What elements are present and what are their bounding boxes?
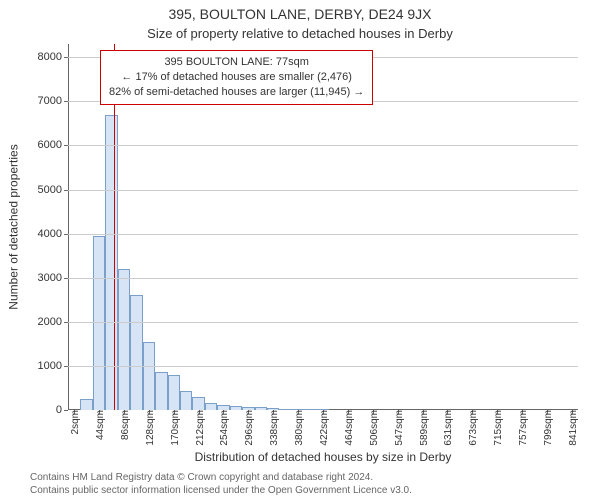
x-tick-label: 631sqm: [443, 410, 454, 446]
y-tick-mark: [64, 366, 68, 367]
histogram-bar: [143, 342, 155, 410]
x-tick-label: 296sqm: [244, 410, 255, 446]
y-tick-label: 5000: [38, 184, 62, 196]
histogram-bar: [180, 391, 192, 410]
property-size-chart: 395, BOULTON LANE, DERBY, DE24 9JX Size …: [0, 0, 600, 500]
gridline: [68, 366, 578, 367]
histogram-bar: [118, 269, 130, 410]
x-tick-label: 464sqm: [344, 410, 355, 446]
x-tick-label: 589sqm: [419, 410, 430, 446]
x-tick-label: 673sqm: [468, 410, 479, 446]
x-tick-label: 2sqm: [70, 410, 81, 434]
gridline: [68, 190, 578, 191]
x-tick-label: 841sqm: [568, 410, 579, 446]
histogram-bar: [304, 409, 316, 410]
gridline: [68, 145, 578, 146]
x-tick-label: 212sqm: [195, 410, 206, 446]
y-tick-label: 8000: [38, 51, 62, 63]
y-axis-label: Number of detached properties: [6, 44, 22, 410]
histogram-bar: [205, 403, 217, 410]
histogram-bar: [130, 295, 142, 410]
y-tick-label: 2000: [38, 316, 62, 328]
x-tick-label: 380sqm: [294, 410, 305, 446]
histogram-bar: [93, 236, 105, 410]
gridline: [68, 322, 578, 323]
y-tick-mark: [64, 322, 68, 323]
histogram-bar: [192, 397, 204, 410]
gridline: [68, 234, 578, 235]
y-tick-mark: [64, 101, 68, 102]
y-tick-label: 3000: [38, 272, 62, 284]
x-tick-label: 128sqm: [145, 410, 156, 446]
x-tick-label: 170sqm: [170, 410, 181, 446]
annotation-line1: 395 BOULTON LANE: 77sqm: [109, 55, 364, 70]
y-tick-label: 6000: [38, 139, 62, 151]
histogram-bar: [230, 406, 242, 410]
y-tick-mark: [64, 234, 68, 235]
footer: Contains HM Land Registry data © Crown c…: [30, 472, 412, 497]
y-tick-mark: [64, 278, 68, 279]
annotation-line2: ← 17% of detached houses are smaller (2,…: [109, 70, 364, 85]
annotation-box: 395 BOULTON LANE: 77sqm ← 17% of detache…: [100, 50, 373, 105]
gridline: [68, 278, 578, 279]
x-tick-label: 506sqm: [369, 410, 380, 446]
histogram-bar: [255, 407, 267, 410]
y-tick-mark: [64, 145, 68, 146]
x-tick-label: 86sqm: [120, 410, 131, 440]
histogram-bar: [80, 399, 92, 410]
annotation-line3: 82% of semi-detached houses are larger (…: [109, 85, 364, 100]
chart-title: 395, BOULTON LANE, DERBY, DE24 9JX: [0, 6, 600, 22]
footer-line2: Contains public sector information licen…: [30, 485, 412, 498]
y-tick-mark: [64, 410, 68, 411]
x-tick-label: 799sqm: [543, 410, 554, 446]
x-tick-label: 338sqm: [269, 410, 280, 446]
x-tick-label: 715sqm: [493, 410, 504, 446]
x-tick-label: 757sqm: [518, 410, 529, 446]
y-tick-label: 7000: [38, 95, 62, 107]
histogram-bar: [279, 409, 291, 410]
histogram-bar: [155, 372, 167, 410]
x-tick-label: 547sqm: [394, 410, 405, 446]
y-tick-label: 4000: [38, 228, 62, 240]
histogram-bar: [168, 375, 180, 410]
y-tick-label: 0: [56, 404, 62, 416]
chart-subtitle: Size of property relative to detached ho…: [0, 26, 600, 41]
x-tick-label: 422sqm: [319, 410, 330, 446]
x-axis-label: Distribution of detached houses by size …: [68, 450, 578, 464]
y-tick-mark: [64, 190, 68, 191]
x-tick-label: 44sqm: [95, 410, 106, 440]
y-tick-label: 1000: [38, 360, 62, 372]
footer-line1: Contains HM Land Registry data © Crown c…: [30, 472, 412, 485]
x-tick-label: 254sqm: [219, 410, 230, 446]
y-tick-mark: [64, 57, 68, 58]
